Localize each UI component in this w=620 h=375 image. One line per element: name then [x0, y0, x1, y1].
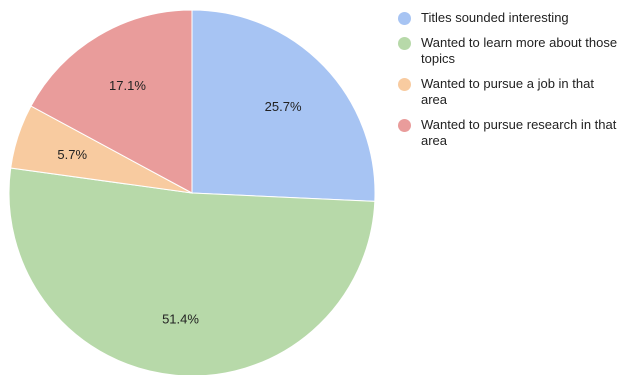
pie-slice-label-3: 17.1% — [109, 78, 146, 93]
legend-item-1: Wanted to learn more about those topics — [398, 35, 620, 67]
legend-item-3: Wanted to pursue research in that area — [398, 117, 620, 149]
legend-label-1: Wanted to learn more about those topics — [421, 35, 618, 66]
pie-slice-label-1: 51.4% — [162, 311, 199, 326]
legend-label-2: Wanted to pursue a job in that area — [421, 76, 594, 107]
legend-label-3: Wanted to pursue research in that area — [421, 117, 617, 148]
legend-swatch-0 — [398, 12, 411, 25]
legend-swatch-1 — [398, 37, 411, 50]
pie-slice-label-2: 5.7% — [57, 147, 87, 162]
pie-slice-3 — [30, 9, 193, 194]
pie-slice-label-0: 25.7% — [265, 99, 302, 114]
pie-slice-labels: 25.7% 51.4% 5.7% 17.1% — [57, 78, 302, 327]
pie-slice-1 — [8, 167, 376, 375]
pie-slice-0 — [191, 9, 376, 202]
legend-swatch-2 — [398, 78, 411, 91]
legend-item-0: Titles sounded interesting — [398, 10, 620, 26]
legend-swatch-3 — [398, 119, 411, 132]
legend-label-0: Titles sounded interesting — [421, 10, 569, 25]
pie-slices — [8, 9, 376, 375]
legend-item-2: Wanted to pursue a job in that area — [398, 76, 620, 108]
chart-legend: Titles sounded interesting Wanted to lear… — [398, 10, 620, 158]
